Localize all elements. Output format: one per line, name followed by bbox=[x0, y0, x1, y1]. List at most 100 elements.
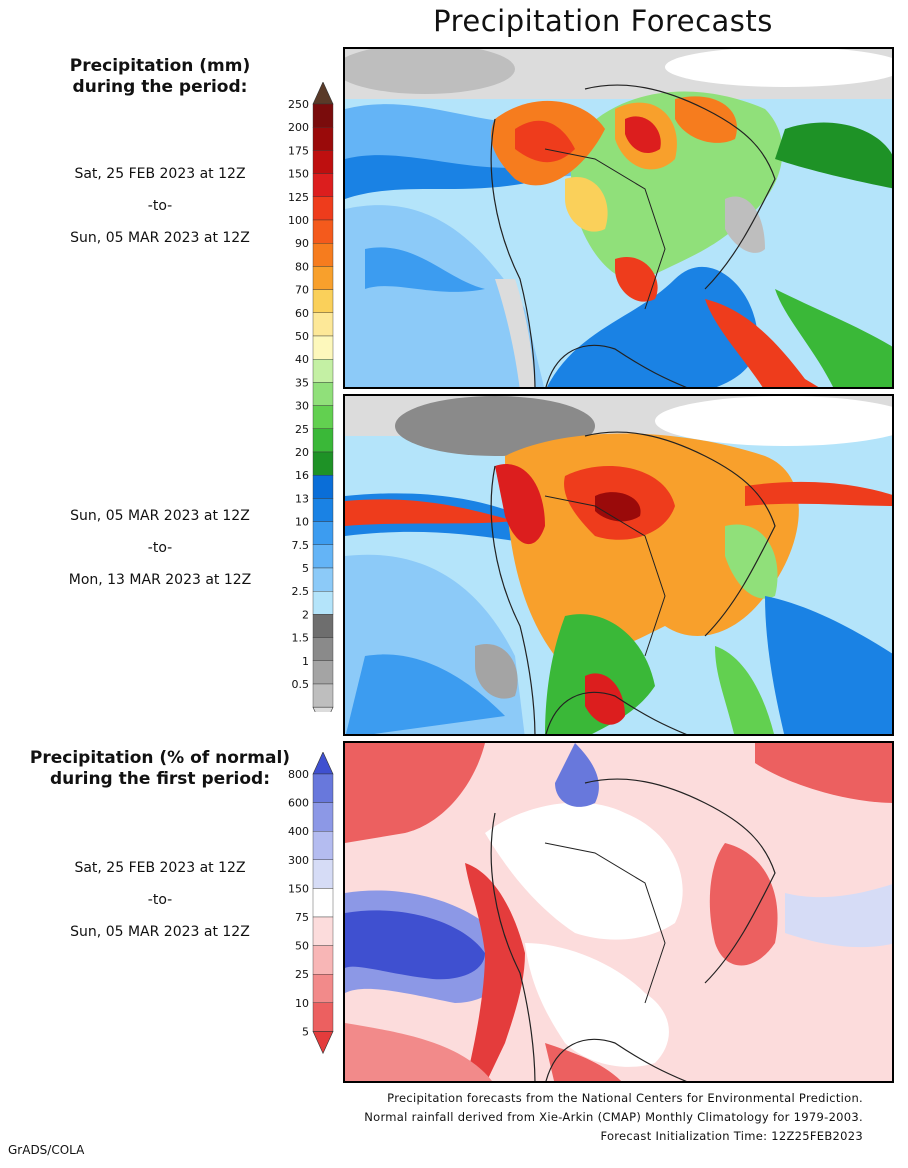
precip-mm-colorbar: 2502001751501251009080706050403530252016… bbox=[288, 82, 334, 712]
period1-sep: -to- bbox=[147, 198, 173, 214]
percent-legend-tick-label: 400 bbox=[288, 825, 309, 838]
percent-legend-tick-label: 150 bbox=[288, 882, 309, 895]
percent-legend-bottom-arrow bbox=[312, 1031, 334, 1055]
precip-mm-legend-swatch bbox=[312, 451, 334, 476]
percent-legend-swatch bbox=[312, 888, 334, 918]
period1-to: Sun, 05 MAR 2023 at 12Z bbox=[70, 230, 250, 246]
precip-mm-legend-tick-label: 2.5 bbox=[292, 585, 310, 598]
precip-mm-legend-tick-label: 80 bbox=[295, 260, 309, 273]
precip-mm-legend-swatch bbox=[312, 683, 334, 708]
period2-to: Mon, 13 MAR 2023 at 12Z bbox=[68, 572, 252, 588]
precip-mm-legend-tick-label: 2 bbox=[302, 608, 309, 621]
section1-heading: Precipitation (mm) during the period: bbox=[40, 56, 280, 98]
percent-legend-swatch bbox=[312, 773, 334, 803]
percent-legend-swatch bbox=[312, 859, 334, 889]
precip-mm-legend-swatch bbox=[312, 405, 334, 430]
precip-mm-legend-swatch bbox=[312, 173, 334, 197]
precip-mm-legend-top-arrow bbox=[312, 82, 334, 105]
precip-mm-legend-swatch bbox=[312, 521, 334, 546]
precip-mm-legend-swatch bbox=[312, 359, 334, 383]
precip-mm-legend-tick-label: 5 bbox=[302, 562, 309, 575]
period1-from: Sat, 25 FEB 2023 at 12Z bbox=[74, 166, 246, 182]
footer-climatology-note: Normal rainfall derived from Xie-Arkin (… bbox=[364, 1110, 863, 1124]
precip-mm-legend-swatch bbox=[312, 103, 334, 128]
section2-heading-line2: during the first period: bbox=[49, 769, 271, 789]
precip-mm-legend-swatch bbox=[312, 335, 334, 360]
precip-mm-legend-swatch bbox=[312, 266, 334, 290]
precip-mm-legend-tick-label: 30 bbox=[295, 400, 309, 413]
map-panel-percent-normal bbox=[343, 741, 894, 1083]
section1-heading-line2: during the period: bbox=[72, 77, 248, 97]
precip-mm-legend-swatch bbox=[312, 196, 334, 221]
percent-legend-swatch bbox=[312, 830, 334, 860]
map-percent-image bbox=[345, 743, 892, 1081]
precip-mm-legend-tick-label: 16 bbox=[295, 469, 309, 482]
precip-mm-legend-tick-label: 70 bbox=[295, 284, 309, 297]
percent-legend-swatch bbox=[312, 1002, 334, 1032]
percent-legend-tick-label: 600 bbox=[288, 797, 309, 810]
percent-legend-swatch bbox=[312, 802, 334, 832]
precip-mm-legend-tick-label: 1.5 bbox=[292, 632, 310, 645]
precip-mm-legend-tick-label: 200 bbox=[288, 121, 309, 134]
precip-mm-legend-swatch bbox=[312, 219, 334, 244]
map-panel-week1-precip bbox=[343, 47, 894, 389]
precip-mm-legend-tick-label: 60 bbox=[295, 307, 309, 320]
precip-mm-legend-tick-label: 35 bbox=[295, 376, 309, 389]
section2-heading: Precipitation (% of normal) during the f… bbox=[15, 748, 305, 790]
precip-mm-legend-swatch bbox=[312, 242, 334, 267]
footer-source-note: Precipitation forecasts from the Nationa… bbox=[387, 1091, 863, 1105]
precip-mm-legend-tick-label: 175 bbox=[288, 144, 309, 157]
precip-mm-legend-tick-label: 100 bbox=[288, 214, 309, 227]
map-week1-image bbox=[345, 49, 892, 387]
precip-mm-legend-tick-label: 13 bbox=[295, 492, 309, 505]
percent-legend-tick-label: 800 bbox=[288, 768, 309, 781]
precip-mm-legend-tick-label: 150 bbox=[288, 168, 309, 181]
percent-legend-swatch bbox=[312, 945, 334, 975]
section2-heading-line1: Precipitation (% of normal) bbox=[29, 748, 291, 768]
precip-mm-legend-tick-label: 7.5 bbox=[292, 539, 310, 552]
percent-normal-colorbar: 800 600 400 300 150 75 50 25 10 5 bbox=[288, 752, 334, 1055]
percent-legend-tick-label: 10 bbox=[295, 997, 309, 1010]
percent-legend-tick-label: 5 bbox=[302, 1025, 309, 1038]
precip-mm-legend-swatch bbox=[312, 544, 334, 569]
precip-mm-legend-swatch bbox=[312, 150, 334, 174]
precip-mm-legend-tick-label: 50 bbox=[295, 330, 309, 343]
precip-mm-legend-swatch bbox=[312, 127, 334, 151]
precip-mm-legend-swatch bbox=[312, 614, 334, 638]
precip-mm-legend-tick-label: 90 bbox=[295, 237, 309, 250]
percent-legend-swatch bbox=[312, 973, 334, 1003]
precip-mm-legend-tick-label: 1 bbox=[302, 655, 309, 668]
precip-mm-legend-swatch bbox=[312, 498, 334, 522]
precip-mm-legend-bottom-arrow bbox=[312, 706, 334, 712]
precip-mm-legend-tick-label: 125 bbox=[288, 191, 309, 204]
precip-mm-legend-swatch bbox=[312, 591, 334, 615]
period3-to: Sun, 05 MAR 2023 at 12Z bbox=[70, 924, 250, 940]
map-panel-week2-precip bbox=[343, 394, 894, 736]
precip-mm-legend-tick-label: 0.5 bbox=[292, 678, 310, 691]
precip-mm-legend-swatch bbox=[312, 428, 334, 453]
percent-legend-top-arrow bbox=[312, 752, 334, 775]
figure-title: Precipitation Forecasts bbox=[433, 4, 773, 38]
percent-legend-tick-label: 50 bbox=[295, 940, 309, 953]
period2-sep: -to- bbox=[147, 540, 173, 556]
footer-init-time: Forecast Initialization Time: 12Z25FEB20… bbox=[600, 1129, 863, 1143]
period3-sep: -to- bbox=[147, 892, 173, 908]
precip-mm-legend-swatch bbox=[312, 637, 334, 661]
period3-from: Sat, 25 FEB 2023 at 12Z bbox=[74, 860, 246, 876]
precip-mm-legend-swatch bbox=[312, 567, 334, 592]
precip-mm-legend-swatch bbox=[312, 660, 334, 685]
credit-label: GrADS/COLA bbox=[8, 1143, 85, 1157]
period2-from: Sun, 05 MAR 2023 at 12Z bbox=[70, 508, 250, 524]
precip-mm-legend-tick-label: 250 bbox=[288, 98, 309, 111]
map-week2-image bbox=[345, 396, 892, 734]
percent-legend-tick-label: 300 bbox=[288, 854, 309, 867]
precip-mm-legend-tick-label: 25 bbox=[295, 423, 309, 436]
precip-mm-legend-swatch bbox=[312, 382, 334, 406]
precip-mm-legend-tick-label: 20 bbox=[295, 446, 309, 459]
percent-legend-swatch bbox=[312, 916, 334, 946]
precip-mm-legend-swatch bbox=[312, 312, 334, 337]
precip-mm-legend-tick-label: 40 bbox=[295, 353, 309, 366]
section1-heading-line1: Precipitation (mm) bbox=[69, 56, 251, 76]
percent-legend-tick-label: 25 bbox=[295, 968, 309, 981]
precip-mm-legend-swatch bbox=[312, 475, 334, 499]
